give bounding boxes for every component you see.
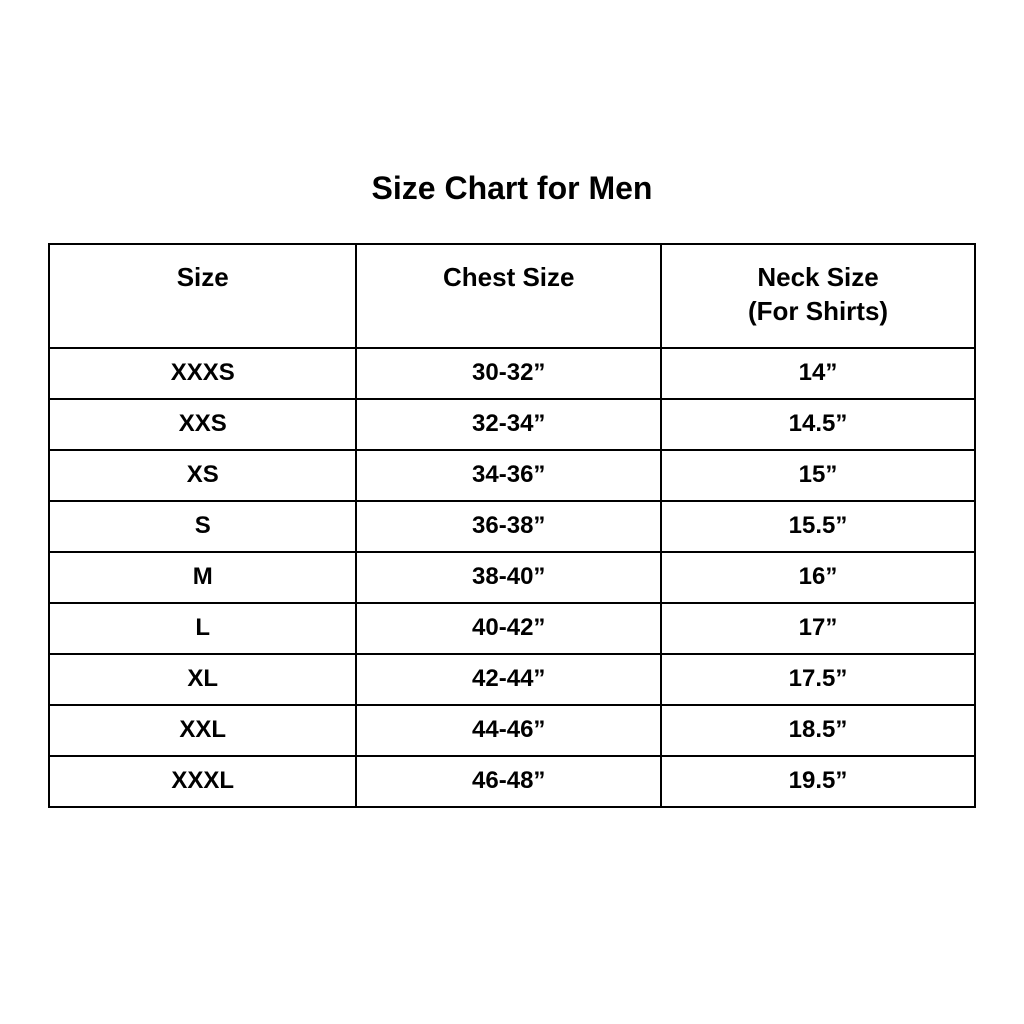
table-cell: 19.5” <box>660 754 976 808</box>
header-size-label: Size <box>176 261 229 292</box>
table-cell: 46-48” <box>355 754 663 808</box>
table-cell: 16” <box>660 550 976 604</box>
table-cell: 38-40” <box>355 550 663 604</box>
table-row: XXXS 30-32” 14” <box>47 346 976 400</box>
table-header: Size Chest Size Neck Size (For Shirts) <box>47 242 976 349</box>
table-cell: 14.5” <box>660 397 976 451</box>
table-cell: 30-32” <box>355 346 663 400</box>
table-cell: 34-36” <box>355 448 663 502</box>
table-row: XXXL 46-48” 19.5” <box>47 754 976 808</box>
header-neck-size-sublabel: (For Shirts) <box>747 295 889 326</box>
table-cell: 15.5” <box>660 499 976 553</box>
table-cell: 14” <box>660 346 976 400</box>
page-title: Size Chart for Men <box>371 170 653 206</box>
table-cell: XXXS <box>47 346 358 400</box>
table-row: XXS 32-34” 14.5” <box>47 397 976 451</box>
header-size: Size <box>47 242 358 349</box>
table-cell: 17.5” <box>660 652 976 706</box>
table-cell: 36-38” <box>355 499 663 553</box>
table-row: XXL 44-46” 18.5” <box>47 703 976 757</box>
table-row: L 40-42” 17” <box>47 601 976 655</box>
header-neck-size: Neck Size (For Shirts) <box>660 242 976 349</box>
header-neck-size-label: Neck Size <box>757 261 879 292</box>
table-cell: 15” <box>660 448 976 502</box>
header-chest-size: Chest Size <box>355 242 663 349</box>
table-row: M 38-40” 16” <box>47 550 976 604</box>
table-cell: 40-42” <box>355 601 663 655</box>
table-cell: XXXL <box>47 754 358 808</box>
table-cell: 32-34” <box>355 397 663 451</box>
table-row: S 36-38” 15.5” <box>47 499 976 553</box>
header-row: Size Chest Size Neck Size (For Shirts) <box>47 242 976 349</box>
table-cell: 42-44” <box>355 652 663 706</box>
table-cell: 18.5” <box>660 703 976 757</box>
table-cell: XS <box>47 448 358 502</box>
table-row: XL 42-44” 17.5” <box>47 652 976 706</box>
table-cell: S <box>47 499 358 553</box>
table-cell: L <box>47 601 358 655</box>
size-chart-table: Size Chest Size Neck Size (For Shirts) X… <box>47 242 976 808</box>
table-cell: XXL <box>47 703 358 757</box>
table-cell: XL <box>47 652 358 706</box>
table-cell: 44-46” <box>355 703 663 757</box>
header-chest-size-label: Chest Size <box>442 261 575 292</box>
table-cell: M <box>47 550 358 604</box>
table-body: XXXS 30-32” 14” XXS 32-34” 14.5” XS 34-36” 15” S 3… <box>47 346 976 808</box>
table-row: XS 34-36” 15” <box>47 448 976 502</box>
table-cell: XXS <box>47 397 358 451</box>
table-cell: 17” <box>660 601 976 655</box>
